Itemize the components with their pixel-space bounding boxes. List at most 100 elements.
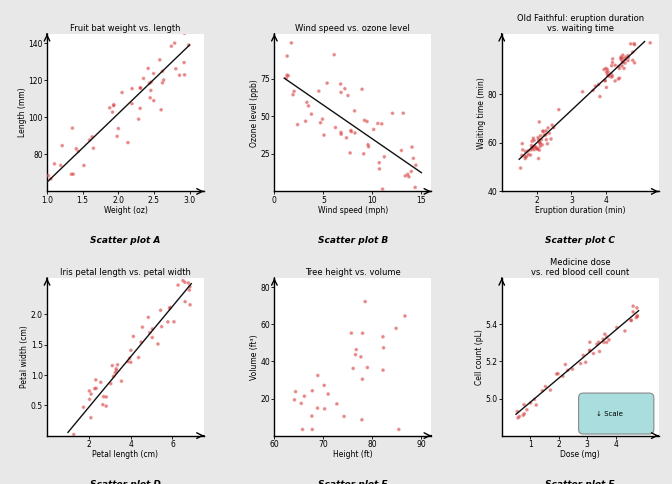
- Point: [68, 170, 79, 178]
- Point: [349, 129, 360, 137]
- Point: [593, 81, 604, 89]
- Point: [122, 358, 133, 365]
- Point: [605, 70, 616, 77]
- Point: [157, 323, 167, 331]
- Point: [605, 70, 616, 77]
- Point: [607, 55, 618, 63]
- Point: [126, 347, 136, 354]
- Point: [88, 144, 99, 152]
- Point: [537, 141, 548, 149]
- Point: [541, 136, 552, 143]
- Point: [523, 151, 534, 158]
- Point: [400, 172, 411, 180]
- Point: [349, 129, 360, 137]
- Point: [104, 104, 115, 112]
- Point: [614, 74, 625, 82]
- Point: [374, 165, 385, 173]
- Point: [146, 78, 157, 86]
- Point: [590, 82, 601, 90]
- Point: [558, 372, 569, 380]
- Point: [406, 167, 417, 175]
- Point: [396, 147, 407, 154]
- Point: [558, 372, 569, 380]
- Point: [560, 361, 571, 368]
- Point: [588, 87, 599, 94]
- Point: [289, 396, 300, 404]
- Point: [179, 298, 190, 305]
- Point: [535, 132, 546, 140]
- Point: [149, 97, 159, 105]
- Point: [620, 56, 630, 63]
- Point: [135, 84, 146, 92]
- Point: [330, 124, 341, 132]
- Point: [299, 393, 310, 400]
- Point: [107, 362, 118, 369]
- Point: [512, 408, 523, 415]
- Point: [135, 84, 146, 92]
- Point: [411, 161, 421, 169]
- Point: [106, 380, 116, 388]
- Point: [393, 425, 404, 433]
- Point: [378, 344, 389, 352]
- Point: [166, 42, 177, 50]
- Point: [379, 153, 390, 161]
- Text: Scatter plot A: Scatter plot A: [90, 236, 161, 244]
- Point: [529, 395, 540, 403]
- Point: [628, 308, 638, 316]
- Point: [527, 144, 538, 151]
- Point: [526, 399, 536, 407]
- Point: [529, 395, 540, 403]
- Point: [599, 330, 610, 338]
- Point: [540, 131, 551, 139]
- Point: [520, 155, 531, 163]
- Point: [133, 354, 144, 362]
- Point: [623, 52, 634, 60]
- Point: [179, 71, 190, 79]
- Y-axis label: Cell count (pL): Cell count (pL): [475, 329, 484, 385]
- Point: [97, 401, 108, 408]
- Point: [548, 124, 559, 132]
- Point: [149, 70, 159, 77]
- Point: [607, 59, 618, 66]
- Point: [46, 175, 56, 183]
- Point: [336, 89, 347, 96]
- Point: [614, 64, 625, 72]
- Point: [607, 59, 618, 66]
- Point: [534, 118, 545, 126]
- Text: Scatter plot C: Scatter plot C: [545, 236, 615, 244]
- Point: [616, 56, 626, 63]
- Point: [183, 279, 194, 287]
- Point: [145, 87, 156, 94]
- Point: [358, 150, 369, 158]
- Point: [343, 91, 353, 99]
- Point: [357, 416, 368, 424]
- Point: [585, 338, 595, 346]
- Point: [620, 327, 630, 335]
- Point: [69, 431, 79, 439]
- Point: [610, 61, 620, 69]
- Point: [323, 390, 333, 398]
- Point: [599, 338, 610, 346]
- Point: [281, 74, 292, 82]
- Point: [88, 144, 99, 152]
- Point: [101, 393, 112, 401]
- Point: [628, 302, 638, 310]
- Point: [601, 338, 612, 346]
- Point: [179, 278, 190, 286]
- Point: [91, 376, 101, 384]
- Point: [166, 42, 177, 50]
- Point: [136, 338, 146, 346]
- Point: [138, 75, 149, 82]
- Point: [577, 88, 588, 96]
- Point: [86, 390, 97, 398]
- Point: [179, 30, 190, 37]
- X-axis label: Petal length (cm): Petal length (cm): [93, 450, 159, 459]
- Point: [544, 130, 554, 137]
- Point: [357, 376, 368, 383]
- Point: [628, 57, 638, 64]
- Point: [607, 55, 618, 63]
- Point: [108, 101, 119, 108]
- Point: [288, 91, 298, 99]
- Point: [341, 134, 352, 142]
- Point: [362, 118, 372, 125]
